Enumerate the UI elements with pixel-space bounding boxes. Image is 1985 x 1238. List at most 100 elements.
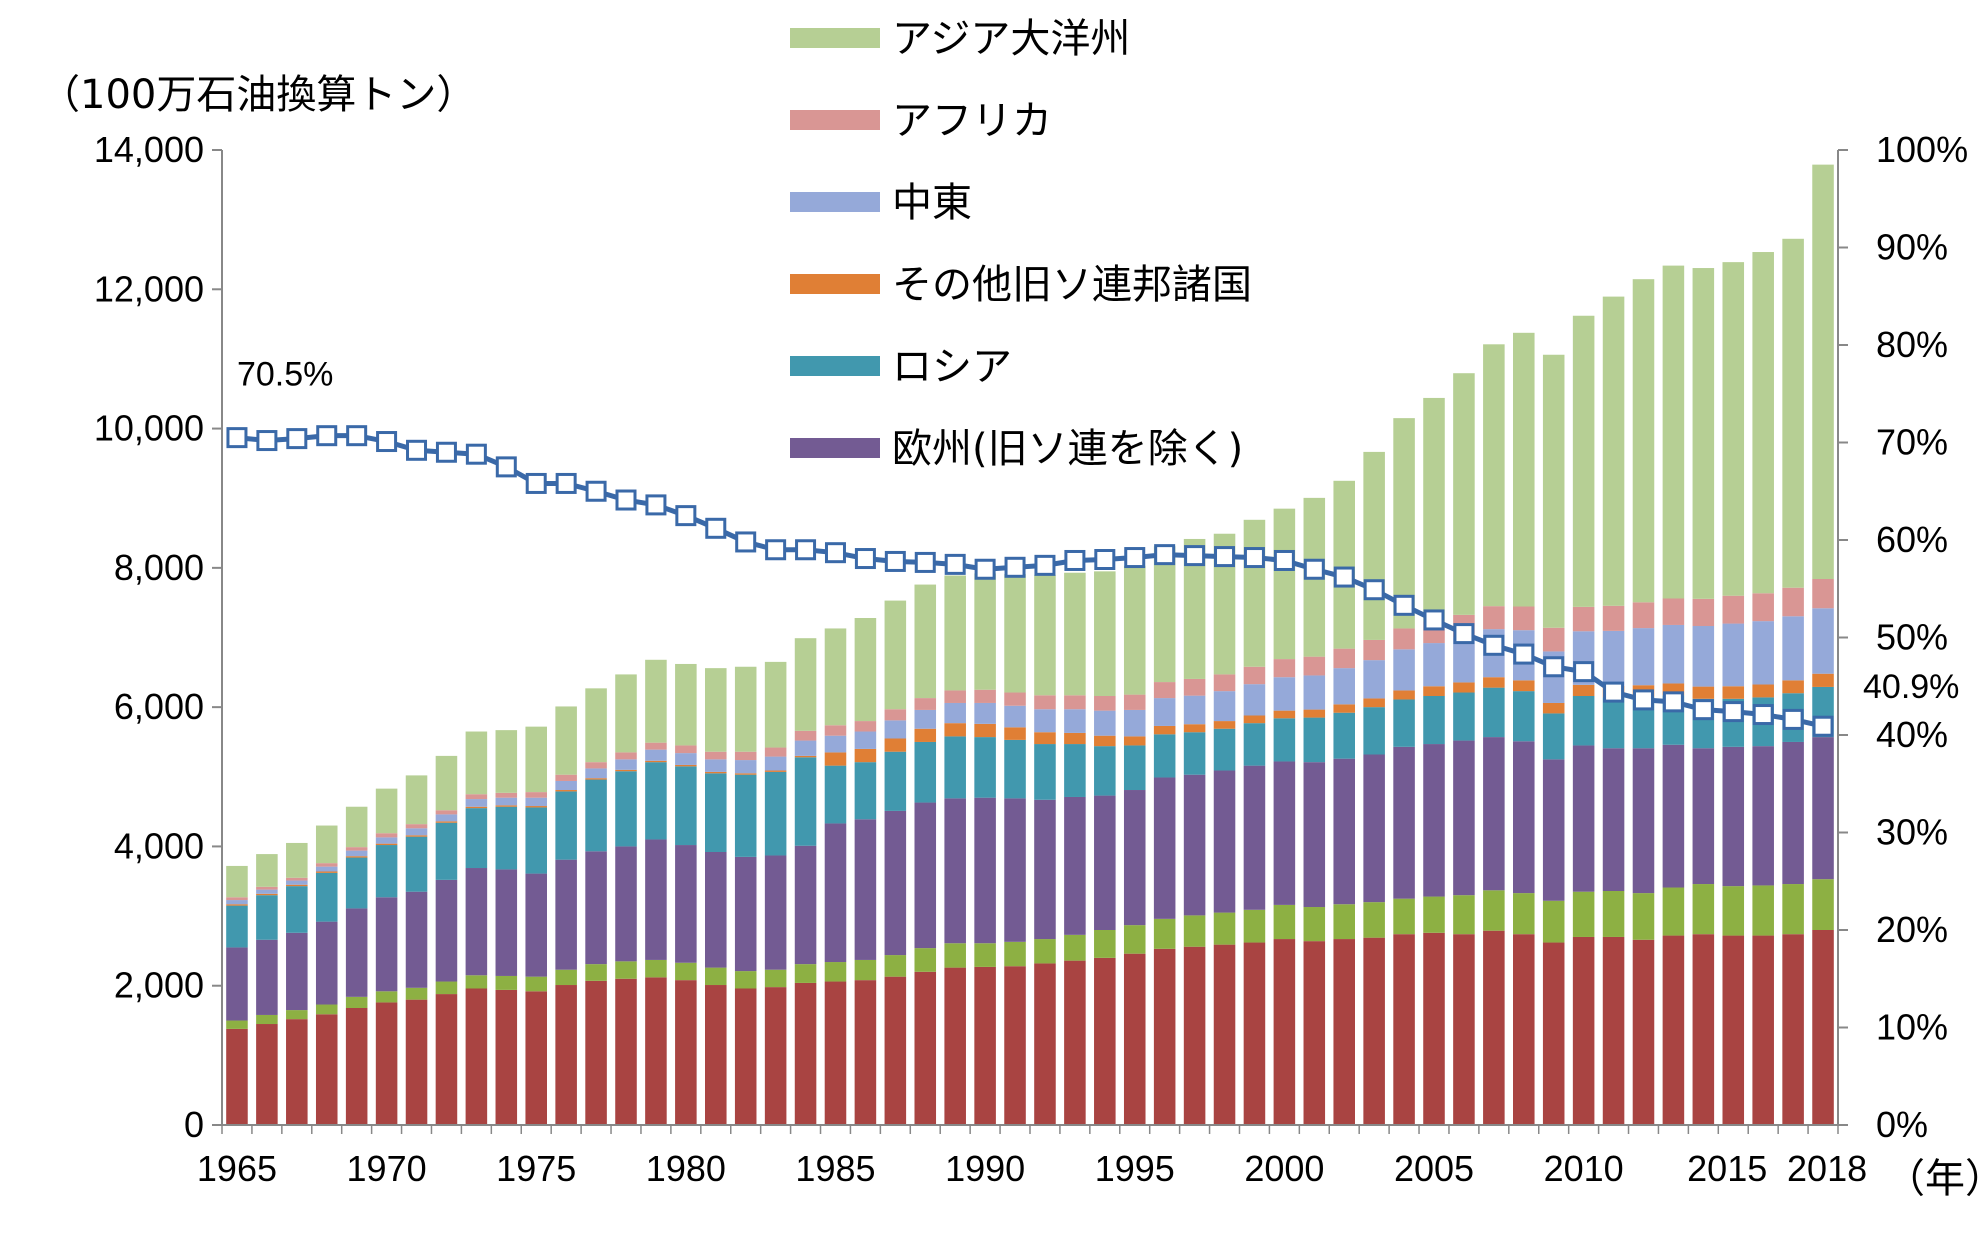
bar-segment-1982-s2: [734, 856, 757, 972]
bar-segment-1999-s0: [1243, 942, 1266, 1125]
bar-segment-1999-s2: [1243, 765, 1266, 910]
bar-segment-1995-s3: [1123, 745, 1146, 791]
bar-segment-1989-s2: [944, 798, 966, 944]
bar-segment-2009-s0: [1542, 942, 1565, 1125]
bar-segment-1978-s5: [615, 759, 637, 770]
bar-segment-2017-s5: [1782, 616, 1804, 681]
bar-segment-1995-s7: [1123, 565, 1146, 695]
bar-segment-1967-s3: [286, 886, 308, 933]
bar-segment-2006-s2: [1453, 740, 1475, 896]
bar-segment-1982-s6: [734, 751, 757, 761]
bar-segment-1969-s1: [345, 996, 368, 1008]
share-annotation-2018: 40.9%: [1863, 668, 1959, 706]
bar-segment-2009-s2: [1542, 759, 1565, 901]
bar-segment-1975-s6: [525, 792, 547, 798]
bar-segment-1968-s3: [315, 872, 338, 922]
bar-segment-2005-s7: [1423, 397, 1445, 622]
bar-segment-2015-s0: [1722, 935, 1745, 1125]
bar-segment-1980-s4: [675, 764, 697, 767]
bar-segment-1984-s2: [794, 845, 817, 965]
bar-segment-1966-s1: [256, 1014, 278, 1025]
bar-segment-2007-s1: [1483, 890, 1505, 931]
bar-segment-1965-s4: [226, 904, 248, 906]
bar-segment-1995-s6: [1123, 694, 1146, 710]
share-marker-2004: [1393, 594, 1415, 616]
bar-segment-1968-s1: [315, 1004, 338, 1015]
x-axis-unit-label: （年）: [1885, 1156, 1985, 1202]
bar-segment-2003-s1: [1363, 902, 1385, 938]
bar-segment-1989-s1: [944, 943, 966, 968]
bar-segment-2011-s2: [1602, 748, 1625, 891]
bar-segment-1991-s1: [1004, 941, 1026, 967]
bar-segment-1991-s4: [1004, 727, 1026, 740]
bar-segment-1993-s2: [1064, 796, 1086, 935]
bar-segment-1994-s6: [1094, 696, 1116, 711]
bar-segment-1992-s0: [1034, 963, 1056, 1125]
bar-segment-1984-s7: [794, 638, 817, 731]
bar-segment-1969-s4: [345, 856, 368, 858]
bar-segment-2002-s7: [1333, 480, 1355, 649]
share-marker-1968: [316, 425, 338, 447]
share-marker-1967: [286, 428, 308, 450]
bar-segment-1991-s3: [1004, 739, 1026, 799]
bar-segment-1971-s5: [405, 828, 428, 836]
bar-segment-1966-s6: [256, 886, 278, 890]
legend-label-4: ロシア: [892, 344, 1012, 390]
y-tick-label: 6,000: [114, 686, 204, 727]
share-marker-1976: [555, 472, 577, 494]
bar-segment-2003-s5: [1363, 660, 1385, 699]
bar-segment-1990-s1: [974, 943, 996, 967]
x-tick-label: 2018: [1787, 1148, 1867, 1189]
y-tick-label: 12,000: [94, 268, 204, 309]
bar-segment-1975-s7: [525, 726, 547, 793]
share-marker-1995: [1124, 547, 1146, 569]
legend-label-5: 欧州(旧ソ連を除く): [892, 426, 1243, 472]
x-tick-label: 1980: [646, 1148, 726, 1189]
share-line-layer: [226, 425, 1834, 737]
bar-segment-2010-s3: [1572, 696, 1595, 746]
bar-segment-2004-s0: [1393, 934, 1415, 1125]
bar-segment-2004-s7: [1393, 418, 1415, 629]
bar-segment-2005-s1: [1423, 896, 1445, 933]
bar-segment-1973-s0: [465, 988, 488, 1125]
share-marker-2015: [1722, 701, 1744, 723]
bar-segment-2003-s2: [1363, 754, 1385, 903]
bar-segment-2015-s2: [1722, 746, 1745, 887]
bar-segment-1981-s3: [705, 773, 727, 852]
bar-segment-1980-s1: [675, 962, 697, 981]
bar-segment-2004-s3: [1393, 699, 1415, 747]
bar-segment-1996-s3: [1153, 734, 1176, 778]
bar-segment-1997-s6: [1183, 678, 1206, 696]
bar-segment-1967-s0: [286, 1019, 308, 1125]
share-marker-1971: [406, 439, 428, 461]
bar-segment-2011-s7: [1602, 296, 1625, 606]
bar-segment-2015-s6: [1722, 595, 1745, 624]
bar-segment-1995-s1: [1123, 925, 1146, 954]
bar-segment-1977-s7: [585, 688, 607, 763]
bar-segment-1988-s4: [914, 728, 937, 742]
bar-segment-2004-s2: [1393, 746, 1415, 899]
bar-segment-1986-s3: [854, 762, 877, 820]
bar-segment-1987-s3: [884, 751, 907, 811]
bar-segment-1992-s2: [1034, 799, 1056, 940]
y2-tick-label: 0%: [1876, 1104, 1928, 1145]
share-marker-2007: [1483, 634, 1505, 656]
y2-tick-label: 20%: [1876, 909, 1948, 950]
legend-swatch-5: [790, 438, 880, 458]
bar-segment-1993-s4: [1064, 732, 1086, 745]
bar-segment-2006-s7: [1453, 373, 1475, 615]
bar-segment-1969-s0: [345, 1008, 368, 1125]
bar-segment-2014-s2: [1692, 748, 1715, 885]
bar-segment-1999-s3: [1243, 723, 1266, 766]
bar-segment-1965-s7: [226, 865, 248, 898]
bar-segment-1967-s2: [286, 932, 308, 1011]
bar-segment-1998-s4: [1213, 721, 1236, 729]
bar-segment-1986-s5: [854, 731, 877, 749]
bar-segment-1993-s1: [1064, 934, 1086, 961]
bar-segment-2013-s1: [1662, 887, 1685, 936]
bar-segment-1992-s3: [1034, 744, 1056, 800]
bar-segment-2003-s7: [1363, 451, 1385, 640]
bar-segment-1976-s5: [555, 780, 577, 791]
bar-segment-1987-s1: [884, 955, 907, 977]
bar-segment-2003-s0: [1363, 937, 1385, 1125]
